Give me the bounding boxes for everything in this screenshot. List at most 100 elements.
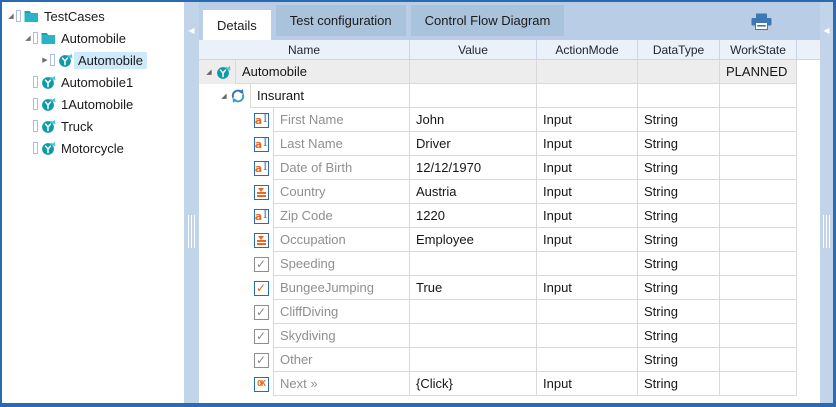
collapse-right-icon[interactable]: ◀: [823, 26, 830, 35]
table-row[interactable]: Zip Code 1220 Input String: [199, 204, 820, 228]
column-header-name[interactable]: Name: [199, 40, 410, 59]
name-label[interactable]: Skydiving: [273, 324, 410, 348]
cell-value[interactable]: Employee: [410, 228, 537, 252]
name-label[interactable]: Last Name: [273, 132, 410, 156]
name-label[interactable]: Speeding: [273, 252, 410, 276]
table-row[interactable]: Next » {Click} Input String: [199, 372, 820, 396]
cell-actionmode[interactable]: Input: [537, 180, 638, 204]
cell-workstate[interactable]: [720, 276, 797, 300]
table-row[interactable]: Occupation Employee Input String: [199, 228, 820, 252]
name-label[interactable]: Next »: [273, 372, 410, 396]
cell-actionmode[interactable]: [537, 324, 638, 348]
cell-workstate[interactable]: [720, 252, 797, 276]
left-splitter-grip-icon[interactable]: [187, 215, 196, 248]
table-row[interactable]: ◢ Automobile PLANNED: [199, 60, 820, 84]
table-row[interactable]: Other String: [199, 348, 820, 372]
cell-workstate[interactable]: [720, 156, 797, 180]
cell-workstate[interactable]: [720, 108, 797, 132]
table-row[interactable]: ◢ Insurant: [199, 84, 820, 108]
cell-value[interactable]: True: [410, 276, 537, 300]
tree-item-label[interactable]: TestCases: [44, 8, 105, 24]
tree-item-label[interactable]: Automobile1: [61, 74, 134, 90]
row-expander-icon[interactable]: ◢: [221, 92, 227, 100]
cell-name[interactable]: Other: [199, 348, 410, 372]
cell-datatype[interactable]: String: [638, 276, 720, 300]
cell-name[interactable]: Speeding: [199, 252, 410, 276]
cell-datatype[interactable]: String: [638, 108, 720, 132]
cell-value[interactable]: Driver: [410, 132, 537, 156]
cell-datatype[interactable]: String: [638, 204, 720, 228]
tree-item[interactable]: Motorcycle: [2, 137, 184, 159]
cell-datatype[interactable]: String: [638, 300, 720, 324]
tree-item[interactable]: 1Automobile: [2, 93, 184, 115]
cell-datatype[interactable]: String: [638, 372, 720, 396]
cell-value[interactable]: Austria: [410, 180, 537, 204]
cell-name[interactable]: ◢ Insurant: [199, 84, 410, 108]
cell-actionmode[interactable]: Input: [537, 132, 638, 156]
cell-value[interactable]: {Click}: [410, 372, 537, 396]
table-row[interactable]: First Name John Input String: [199, 108, 820, 132]
cell-name[interactable]: BungeeJumping: [199, 276, 410, 300]
cell-workstate[interactable]: [720, 348, 797, 372]
tree-item-label[interactable]: 1Automobile: [61, 96, 134, 112]
cell-datatype[interactable]: String: [638, 228, 720, 252]
cell-workstate[interactable]: [720, 372, 797, 396]
cell-actionmode[interactable]: Input: [537, 276, 638, 300]
cell-name[interactable]: Last Name: [199, 132, 410, 156]
tree-item[interactable]: ◢ TestCases: [2, 5, 184, 27]
cell-workstate[interactable]: [720, 204, 797, 228]
table-row[interactable]: Speeding String: [199, 252, 820, 276]
cell-name[interactable]: Country: [199, 180, 410, 204]
cell-actionmode[interactable]: [537, 300, 638, 324]
column-header-actionmode[interactable]: ActionMode: [537, 40, 638, 59]
cell-workstate[interactable]: [720, 324, 797, 348]
tab-test-configuration[interactable]: Test configuration: [275, 5, 406, 36]
tree-expander-icon[interactable]: ▶: [42, 56, 48, 64]
name-label[interactable]: CliffDiving: [273, 300, 410, 324]
cell-name[interactable]: Skydiving: [199, 324, 410, 348]
cell-name[interactable]: Date of Birth: [199, 156, 410, 180]
column-header-datatype[interactable]: DataType: [638, 40, 720, 59]
tree-item[interactable]: Truck: [2, 115, 184, 137]
cell-workstate[interactable]: [720, 180, 797, 204]
cell-name[interactable]: CliffDiving: [199, 300, 410, 324]
cell-actionmode[interactable]: Input: [537, 372, 638, 396]
name-label[interactable]: Date of Birth: [273, 156, 410, 180]
cell-value[interactable]: [410, 300, 537, 324]
cell-value[interactable]: 1220: [410, 204, 537, 228]
cell-datatype[interactable]: String: [638, 324, 720, 348]
cell-actionmode[interactable]: Input: [537, 156, 638, 180]
print-button[interactable]: [751, 13, 772, 30]
table-row[interactable]: BungeeJumping True Input String: [199, 276, 820, 300]
name-label[interactable]: First Name: [273, 108, 410, 132]
cell-actionmode[interactable]: Input: [537, 228, 638, 252]
cell-value[interactable]: [410, 348, 537, 372]
collapse-left-icon[interactable]: ◀: [188, 26, 195, 35]
tree-item-label[interactable]: Motorcycle: [61, 140, 124, 156]
tree-expander-icon[interactable]: ◢: [8, 12, 14, 20]
cell-value[interactable]: [410, 324, 537, 348]
cell-value[interactable]: [410, 60, 537, 84]
cell-name[interactable]: First Name: [199, 108, 410, 132]
left-splitter[interactable]: ◀: [184, 2, 199, 403]
cell-name[interactable]: ◢ Automobile: [199, 60, 410, 84]
tree-item[interactable]: ◢ Automobile: [2, 27, 184, 49]
cell-workstate[interactable]: PLANNED: [720, 60, 797, 84]
cell-name[interactable]: Zip Code: [199, 204, 410, 228]
name-label[interactable]: Country: [273, 180, 410, 204]
cell-value[interactable]: 12/12/1970: [410, 156, 537, 180]
table-row[interactable]: Country Austria Input String: [199, 180, 820, 204]
tree-item-label[interactable]: Automobile: [74, 51, 148, 69]
row-expander-icon[interactable]: ◢: [206, 68, 212, 76]
name-label[interactable]: Insurant: [250, 84, 410, 108]
cell-value[interactable]: John: [410, 108, 537, 132]
tree-item-selected[interactable]: ▶ Automobile: [2, 49, 184, 71]
tab-control-flow-diagram[interactable]: Control Flow Diagram: [410, 5, 565, 36]
cell-value[interactable]: [410, 252, 537, 276]
cell-datatype[interactable]: String: [638, 252, 720, 276]
tab-details[interactable]: Details: [203, 10, 271, 40]
table-row[interactable]: Date of Birth 12/12/1970 Input String: [199, 156, 820, 180]
cell-value[interactable]: [410, 84, 537, 108]
tree-item[interactable]: Automobile1: [2, 71, 184, 93]
cell-workstate[interactable]: [720, 228, 797, 252]
